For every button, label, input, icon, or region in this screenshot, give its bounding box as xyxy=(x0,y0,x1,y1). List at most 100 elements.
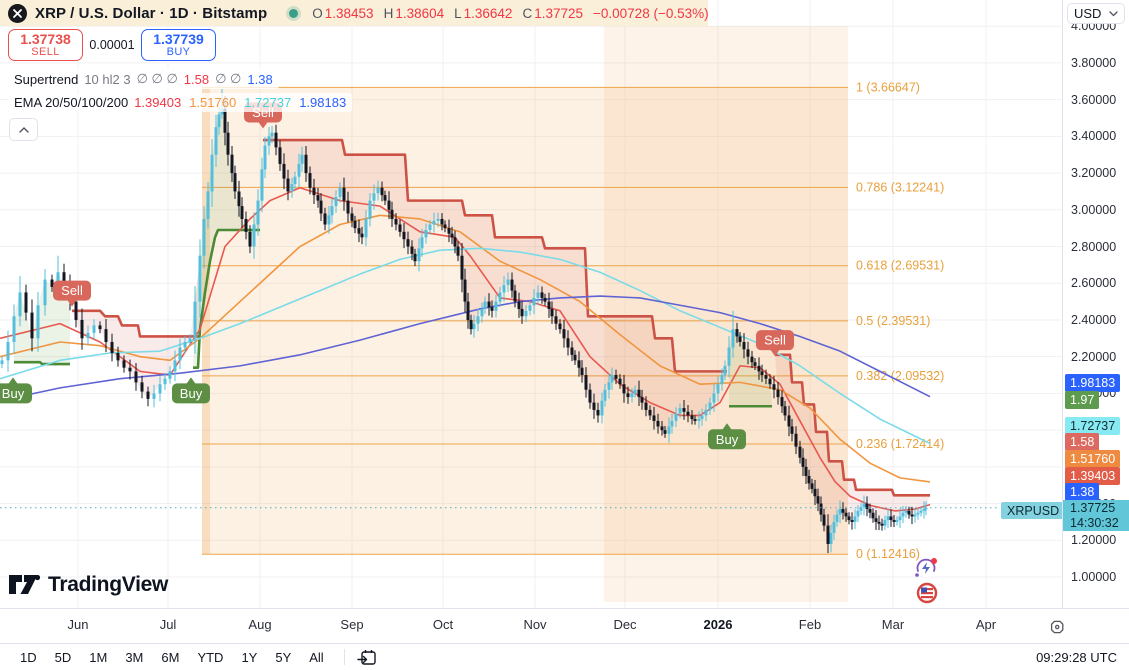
candle-body xyxy=(532,297,536,306)
buy-signal-badge[interactable]: Buy xyxy=(708,423,746,450)
candle-body xyxy=(780,397,784,407)
time-tick-label[interactable]: Dec xyxy=(613,617,637,632)
buy-button[interactable]: 1.37739 BUY xyxy=(141,29,216,61)
buy-label: BUY xyxy=(166,45,191,58)
candle-body xyxy=(618,378,622,385)
symbol-logo-icon[interactable] xyxy=(8,3,27,23)
range-button-ytd[interactable]: YTD xyxy=(197,649,224,665)
candle-body xyxy=(6,341,10,361)
time-tick-label[interactable]: Feb xyxy=(798,617,822,632)
price-axis[interactable]: 4.00000 3.80000 3.60000 3.40000 3.20000 3.000… xyxy=(1062,0,1129,608)
candle-body xyxy=(92,325,96,333)
time-tick-label[interactable]: Oct xyxy=(432,617,454,632)
candle-body xyxy=(417,248,421,262)
range-button-1m[interactable]: 1M xyxy=(89,649,108,665)
candle-body xyxy=(146,391,150,399)
candle-body xyxy=(712,393,716,403)
utc-clock[interactable]: 09:29:28 UTC xyxy=(1036,649,1117,665)
candle-body xyxy=(312,187,316,196)
candle-body xyxy=(838,509,842,515)
range-button-all[interactable]: All xyxy=(309,649,324,665)
sell-button[interactable]: 1.37738 SELL xyxy=(8,29,83,61)
refresh-lightning-icon[interactable] xyxy=(915,558,937,577)
ema-values: 1.39403 1.51760 1.72737 1.98183 xyxy=(134,95,346,110)
time-tick-label[interactable]: Nov xyxy=(523,617,547,632)
go-to-date-icon[interactable] xyxy=(357,649,377,666)
time-tick-label[interactable]: Aug xyxy=(248,617,272,632)
candle-body xyxy=(924,507,928,510)
fib-level-label: 0.382 (2.09532) xyxy=(856,369,944,383)
candle-body xyxy=(308,173,312,188)
time-tick-label[interactable]: Apr xyxy=(975,617,997,632)
candle-body xyxy=(622,384,626,394)
candle-body xyxy=(880,523,884,526)
candle-body xyxy=(50,279,54,287)
candle-body xyxy=(80,319,84,339)
supertrend-name: Supertrend xyxy=(14,71,79,87)
supertrend-empty-values: ∅ ∅ ∅ xyxy=(136,71,178,86)
candle-body xyxy=(644,402,648,410)
candle-body xyxy=(731,329,735,348)
symbol-title[interactable]: XRP / U.S. Dollar · 1D · Bitstamp xyxy=(35,4,268,22)
sell-signal-badge[interactable]: Sell xyxy=(756,330,794,357)
indicator-price-badge: 1.98183 xyxy=(1065,374,1121,392)
candle-body xyxy=(543,297,547,302)
buy-signal-badge[interactable]: Buy xyxy=(172,377,210,404)
legend-supertrend[interactable]: Supertrend 10 hl2 3 ∅ ∅ ∅ 1.58 ∅ ∅ 1.38 xyxy=(8,69,279,89)
price-tick-label: 3.80000 xyxy=(1071,55,1117,70)
chevron-down-icon xyxy=(1109,10,1118,16)
candle-body xyxy=(30,312,34,339)
legend-ema[interactable]: EMA 20/50/100/200 1.39403 1.51760 1.72737 1… xyxy=(8,93,353,112)
candle-body xyxy=(98,325,102,330)
us-flag-icon[interactable] xyxy=(916,582,938,604)
candle-body xyxy=(278,147,282,164)
price-chart[interactable]: 1 (3.66647) 0.786 (3.12241) 0.618 (2.69531… xyxy=(0,0,1062,608)
indicator-price-badge: 1.51760 xyxy=(1065,450,1121,468)
range-button-6m[interactable]: 6M xyxy=(161,649,180,665)
candle-body xyxy=(368,200,372,219)
time-tick-label[interactable]: Mar xyxy=(881,617,905,632)
candle-body xyxy=(600,400,604,416)
candle-body xyxy=(420,237,424,249)
buy-signal-badge[interactable]: Buy xyxy=(0,377,32,404)
supertrend-params: 10 hl2 3 xyxy=(84,71,131,87)
axis-settings-gear-icon[interactable] xyxy=(1048,620,1066,634)
price-tick-label: 2.80000 xyxy=(1071,239,1117,254)
sell-signal-badge[interactable]: Sell xyxy=(53,280,91,307)
chart-canvas[interactable]: 1 (3.66647) 0.786 (3.12241) 0.618 (2.69531… xyxy=(0,0,1062,608)
time-axis[interactable]: Jun Jul Aug Sep Oct Nov Dec 2026 Feb Mar Apr xyxy=(0,608,1129,644)
currency-selector[interactable]: USD xyxy=(1067,3,1125,24)
candle-body xyxy=(841,509,845,513)
range-button-3m[interactable]: 3M xyxy=(125,649,144,665)
candle-body xyxy=(173,360,177,372)
candle-body xyxy=(738,336,742,342)
candle-body xyxy=(829,532,833,544)
time-tick-label[interactable]: Sep xyxy=(340,617,364,632)
time-tick-label[interactable]: Jul xyxy=(159,617,177,632)
candle-body xyxy=(293,176,297,185)
candle-body xyxy=(406,239,410,247)
candle-body xyxy=(327,215,331,225)
market-status-dot[interactable] xyxy=(289,8,299,18)
tradingview-wordmark: TradingView xyxy=(48,572,169,596)
candle-body xyxy=(237,191,241,207)
time-tick-label[interactable]: Jun xyxy=(67,617,89,632)
range-button-1d[interactable]: 1D xyxy=(20,649,37,665)
candle-body xyxy=(252,224,256,247)
time-tick-label[interactable]: 2026 xyxy=(703,617,733,632)
svg-text:Buy: Buy xyxy=(716,432,739,447)
candle-body xyxy=(506,279,510,286)
range-button-1y[interactable]: 1Y xyxy=(241,649,258,665)
candle-body xyxy=(648,409,652,416)
candle-body xyxy=(513,290,517,302)
candle-body xyxy=(240,206,244,219)
candle-body xyxy=(0,360,4,365)
collapse-legend-button[interactable] xyxy=(9,118,38,141)
tradingview-logo[interactable]: TradingView xyxy=(8,571,168,598)
ema-value: 1.72737 xyxy=(244,95,292,110)
candle-body xyxy=(456,246,460,256)
ticker-chip: XRPUSD xyxy=(1001,502,1066,519)
range-button-5d[interactable]: 5D xyxy=(54,649,72,665)
range-button-5y[interactable]: 5Y xyxy=(275,649,292,665)
candle-body xyxy=(640,397,644,403)
